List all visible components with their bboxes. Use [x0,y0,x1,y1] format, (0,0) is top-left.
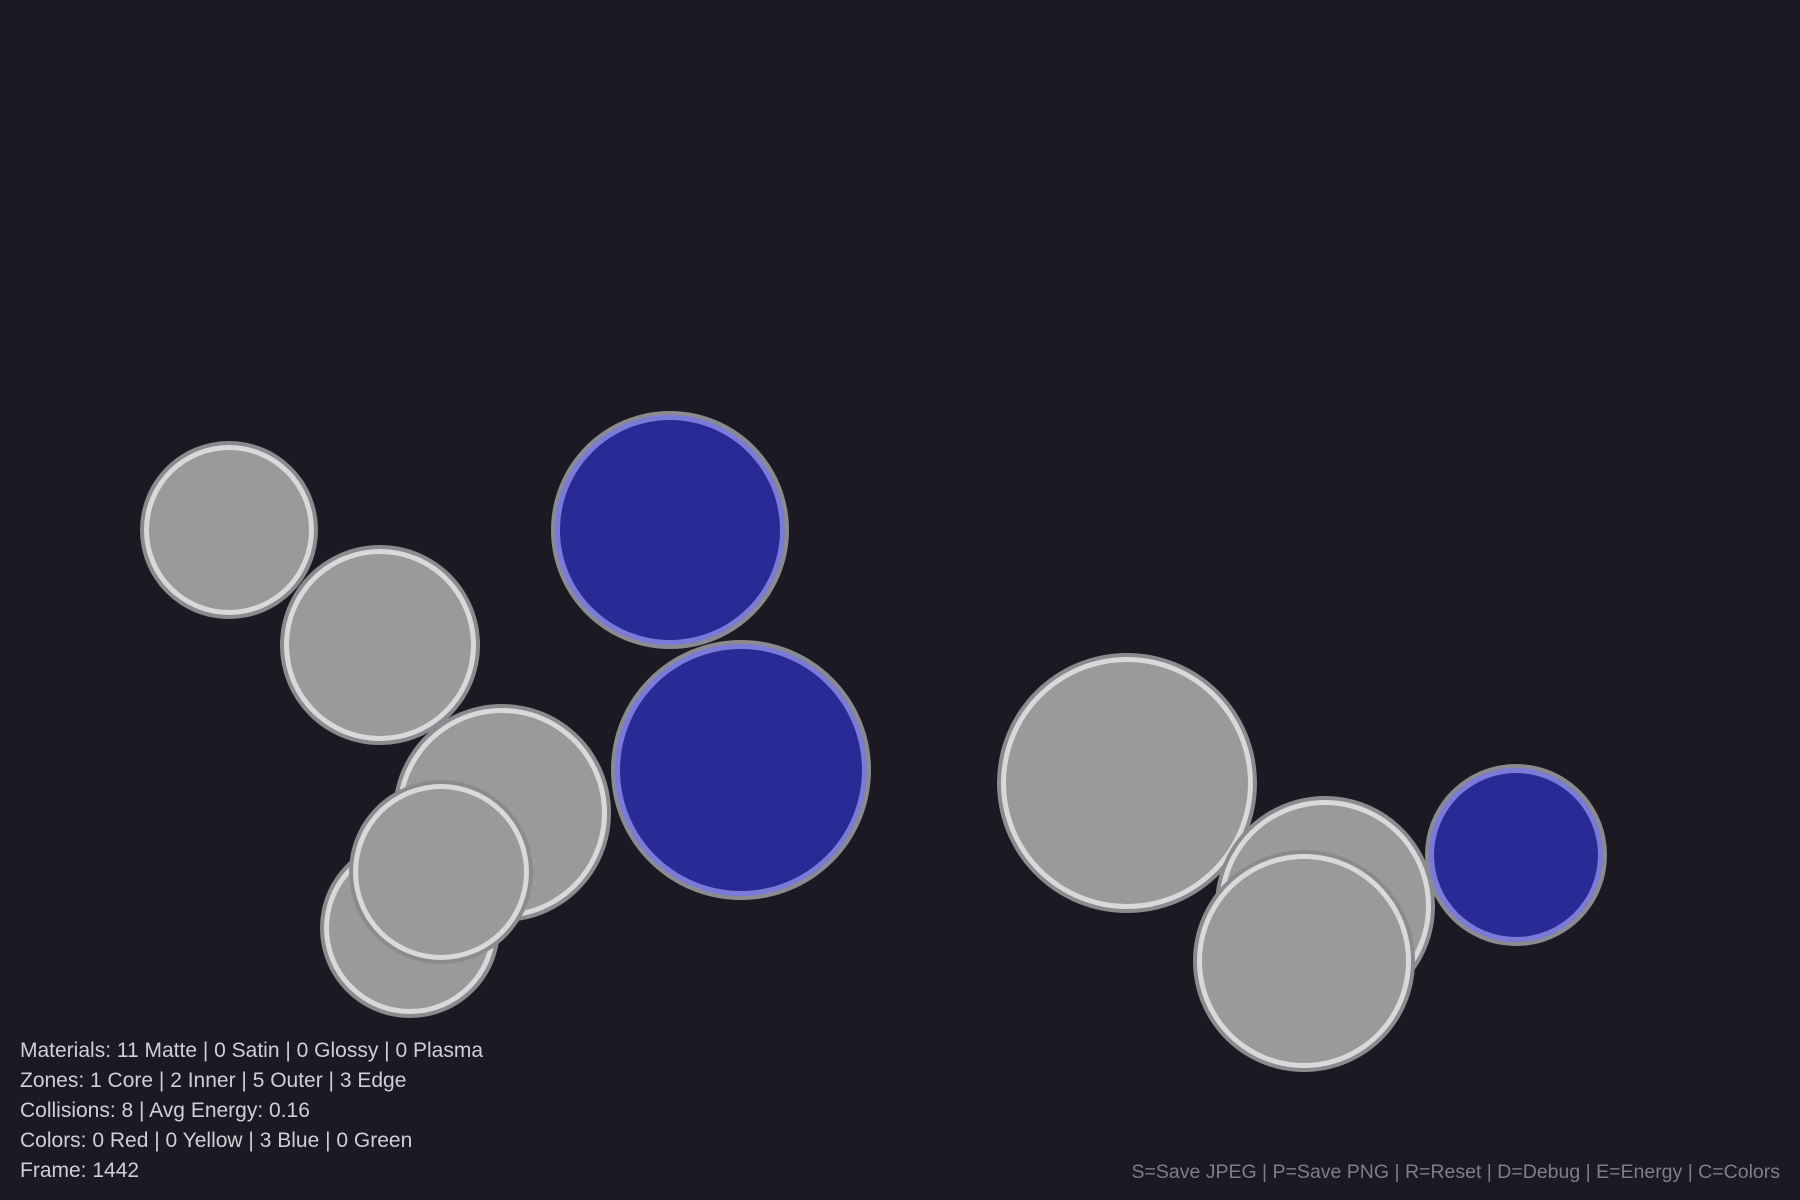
keyboard-shortcuts-help: S=Save JPEG | P=Save PNG | R=Reset | D=D… [1131,1161,1780,1183]
ball-gray-5[interactable] [349,780,533,964]
ball-gray-8-body [1202,859,1406,1063]
ball-gray-8[interactable] [1193,850,1415,1072]
zones-stat: Zones: 1 Core | 2 Inner | 5 Outer | 3 Ed… [20,1069,407,1092]
ball-blue-2-body [620,649,862,891]
ball-blue-3[interactable] [1425,764,1607,946]
ball-blue-1-body [560,420,780,640]
stats-hud: Materials: 11 Matte | 0 Satin | 0 Glossy… [20,1036,483,1186]
materials-stat: Materials: 11 Matte | 0 Satin | 0 Glossy… [20,1039,483,1062]
ball-blue-2[interactable] [611,640,871,900]
ball-blue-3-body [1434,773,1598,937]
frame-counter: Frame: 1442 [20,1159,140,1182]
ball-gray-6[interactable] [997,653,1257,913]
ball-gray-2-body [289,554,471,736]
ball-gray-1-body [149,450,309,610]
collisions-stat: Collisions: 8 | Avg Energy: 0.16 [20,1099,310,1122]
ball-gray-2[interactable] [280,545,480,745]
ball-gray-5-body [358,789,524,955]
ball-gray-1[interactable] [140,441,318,619]
ball-blue-1[interactable] [551,411,789,649]
ball-gray-6-body [1006,662,1248,904]
colors-stat: Colors: 0 Red | 0 Yellow | 3 Blue | 0 Gr… [20,1129,413,1152]
